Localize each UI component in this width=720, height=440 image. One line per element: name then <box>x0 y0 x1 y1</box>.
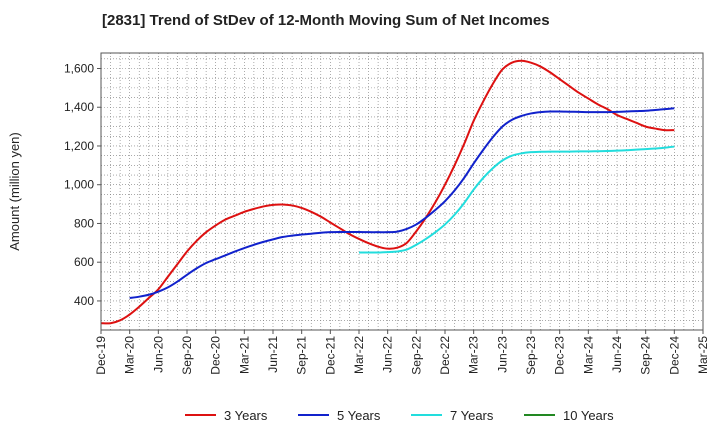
x-tick-label: Jun-24 <box>610 336 624 373</box>
x-tick-label: Dec-24 <box>667 336 681 375</box>
x-tick-label: Mar-21 <box>237 336 251 374</box>
x-tick-label: Sep-23 <box>524 336 538 375</box>
legend-label-7-years: 7 Years <box>450 408 494 423</box>
legend: 3 Years 5 Years 7 Years 10 Years <box>185 408 614 423</box>
x-tick-label: Dec-21 <box>323 336 337 375</box>
x-tick-label: Dec-20 <box>209 336 223 375</box>
x-tick-label: Jun-20 <box>151 336 165 373</box>
y-tick-label: 400 <box>74 294 94 308</box>
legend-label-10-years: 10 Years <box>563 408 614 423</box>
y-tick-label: 1,000 <box>64 178 94 192</box>
x-tick-label: Mar-24 <box>581 336 595 374</box>
x-tick-label: Sep-24 <box>639 336 653 375</box>
x-tick-label: Sep-22 <box>409 336 423 375</box>
x-tick-label: Mar-20 <box>123 336 137 374</box>
x-axis-ticks: Dec-19 Mar-20 Jun-20 Sep-20 Dec-20 Mar-21 Jun-… <box>94 330 710 375</box>
grid-lines <box>100 53 704 331</box>
series-line-7-years <box>359 145 675 254</box>
x-tick-label: Jun-22 <box>381 336 395 373</box>
plot-area <box>100 52 704 331</box>
x-tick-label: Jun-23 <box>495 336 509 373</box>
y-tick-label: 1,600 <box>64 61 94 75</box>
x-tick-label: Mar-25 <box>696 336 710 374</box>
y-tick-label: 600 <box>74 255 94 269</box>
x-tick-label: Dec-22 <box>438 336 452 375</box>
y-tick-label: 800 <box>74 216 94 230</box>
chart-title: [2831] Trend of StDev of 12-Month Moving… <box>102 12 550 29</box>
x-tick-label: Mar-22 <box>352 336 366 374</box>
series-line-5-years <box>129 107 675 300</box>
x-tick-label: Sep-21 <box>295 336 309 375</box>
series-lines <box>100 59 675 325</box>
x-tick-label: Dec-19 <box>94 336 108 375</box>
x-tick-label: Mar-23 <box>467 336 481 374</box>
y-tick-label: 1,200 <box>64 139 94 153</box>
x-tick-label: Sep-20 <box>180 336 194 375</box>
x-tick-label: Dec-23 <box>553 336 567 375</box>
legend-label-3-years: 3 Years <box>224 408 268 423</box>
x-tick-label: Jun-21 <box>266 336 280 373</box>
y-axis-ticks: 400 600 800 1,000 1,200 1,400 1,600 <box>64 61 101 308</box>
y-tick-label: 1,400 <box>64 100 94 114</box>
series-line-3-years <box>100 59 675 325</box>
legend-label-5-years: 5 Years <box>337 408 381 423</box>
y-axis-label: Amount (million yen) <box>7 132 22 251</box>
